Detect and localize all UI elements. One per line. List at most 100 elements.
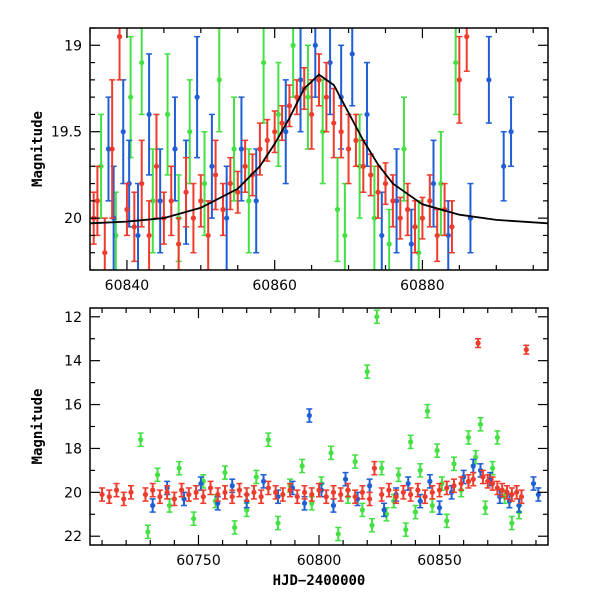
- data-point: [375, 165, 382, 219]
- data-point: [386, 208, 393, 270]
- data-marker: [364, 369, 370, 375]
- data-marker: [412, 224, 418, 230]
- data-point: [482, 500, 489, 516]
- data-point: [338, 105, 345, 159]
- data-marker: [215, 500, 221, 506]
- data-point: [185, 487, 192, 502]
- data-marker: [157, 198, 163, 204]
- data-marker: [209, 163, 215, 169]
- data-point: [253, 148, 260, 254]
- data-point: [221, 485, 228, 500]
- data-marker: [465, 434, 472, 441]
- data-marker: [518, 494, 525, 500]
- data-marker: [367, 496, 373, 502]
- data-marker: [168, 198, 174, 204]
- data-marker: [222, 469, 228, 476]
- data-point: [260, 474, 267, 489]
- data-point: [371, 460, 378, 476]
- data-point: [243, 487, 250, 502]
- data-point: [359, 502, 366, 518]
- data-point: [465, 474, 472, 489]
- x-tick-label: 60880: [400, 278, 445, 294]
- data-marker: [424, 408, 431, 414]
- y-tick-label: 12: [64, 310, 82, 326]
- data-point: [229, 489, 236, 505]
- data-marker: [138, 437, 144, 443]
- data-marker: [514, 489, 520, 495]
- data-marker: [113, 487, 120, 493]
- data-point: [352, 113, 359, 168]
- data-point: [157, 148, 164, 254]
- data-marker: [265, 437, 271, 443]
- data-point: [297, 28, 304, 133]
- data-point: [149, 498, 156, 513]
- data-point: [378, 487, 385, 502]
- data-point: [164, 53, 171, 176]
- data-marker: [381, 507, 387, 513]
- series-blue: [105, 28, 515, 270]
- data-point: [463, 28, 470, 72]
- data-marker: [246, 198, 252, 204]
- data-marker: [309, 500, 315, 506]
- data-point: [282, 79, 289, 185]
- data-marker: [330, 489, 337, 495]
- data-marker: [116, 34, 123, 40]
- data-point: [316, 482, 322, 498]
- data-marker: [438, 180, 444, 187]
- data-marker: [509, 491, 515, 498]
- data-point: [308, 79, 315, 150]
- data-marker: [417, 498, 423, 504]
- data-marker: [494, 434, 500, 441]
- data-marker: [352, 494, 358, 500]
- data-marker: [489, 480, 496, 487]
- data-marker: [451, 461, 457, 467]
- data-marker: [444, 485, 450, 491]
- data-point: [316, 53, 322, 107]
- data-marker: [312, 42, 318, 48]
- data-point: [385, 482, 392, 498]
- data-marker: [375, 189, 381, 195]
- data-point: [250, 485, 257, 500]
- data-point: [513, 485, 520, 500]
- data-point: [201, 130, 208, 237]
- data-point: [221, 465, 228, 480]
- data-marker: [360, 163, 366, 169]
- series-green: [98, 28, 459, 270]
- y-axis-label: Magnitude: [30, 111, 46, 187]
- data-marker: [176, 465, 182, 471]
- data-point: [106, 489, 113, 505]
- data-point: [105, 96, 112, 202]
- data-point: [335, 526, 342, 542]
- data-point: [434, 208, 441, 263]
- data-marker: [338, 491, 344, 498]
- x-tick-label: 60800: [297, 553, 342, 569]
- data-marker: [369, 522, 375, 528]
- data-point: [242, 139, 249, 193]
- data-marker: [405, 480, 411, 487]
- data-marker: [374, 314, 380, 320]
- data-point: [450, 478, 457, 494]
- data-marker: [342, 232, 348, 239]
- data-marker: [383, 511, 390, 517]
- data-marker: [200, 494, 206, 500]
- data-marker: [287, 487, 293, 493]
- data-marker: [222, 489, 228, 495]
- data-marker: [231, 146, 237, 152]
- data-point: [116, 28, 123, 81]
- data-point: [402, 522, 409, 537]
- data-layer: [90, 28, 548, 270]
- data-point: [371, 165, 378, 270]
- data-marker: [323, 94, 329, 100]
- data-marker: [212, 172, 219, 178]
- data-marker: [379, 232, 385, 239]
- data-marker: [260, 478, 267, 484]
- data-marker: [309, 491, 315, 498]
- data-marker: [408, 439, 414, 445]
- data-point: [523, 344, 530, 355]
- data-marker: [128, 94, 134, 100]
- data-marker: [429, 489, 435, 495]
- data-marker: [368, 172, 374, 178]
- data-marker: [181, 496, 187, 502]
- data-point: [236, 482, 243, 498]
